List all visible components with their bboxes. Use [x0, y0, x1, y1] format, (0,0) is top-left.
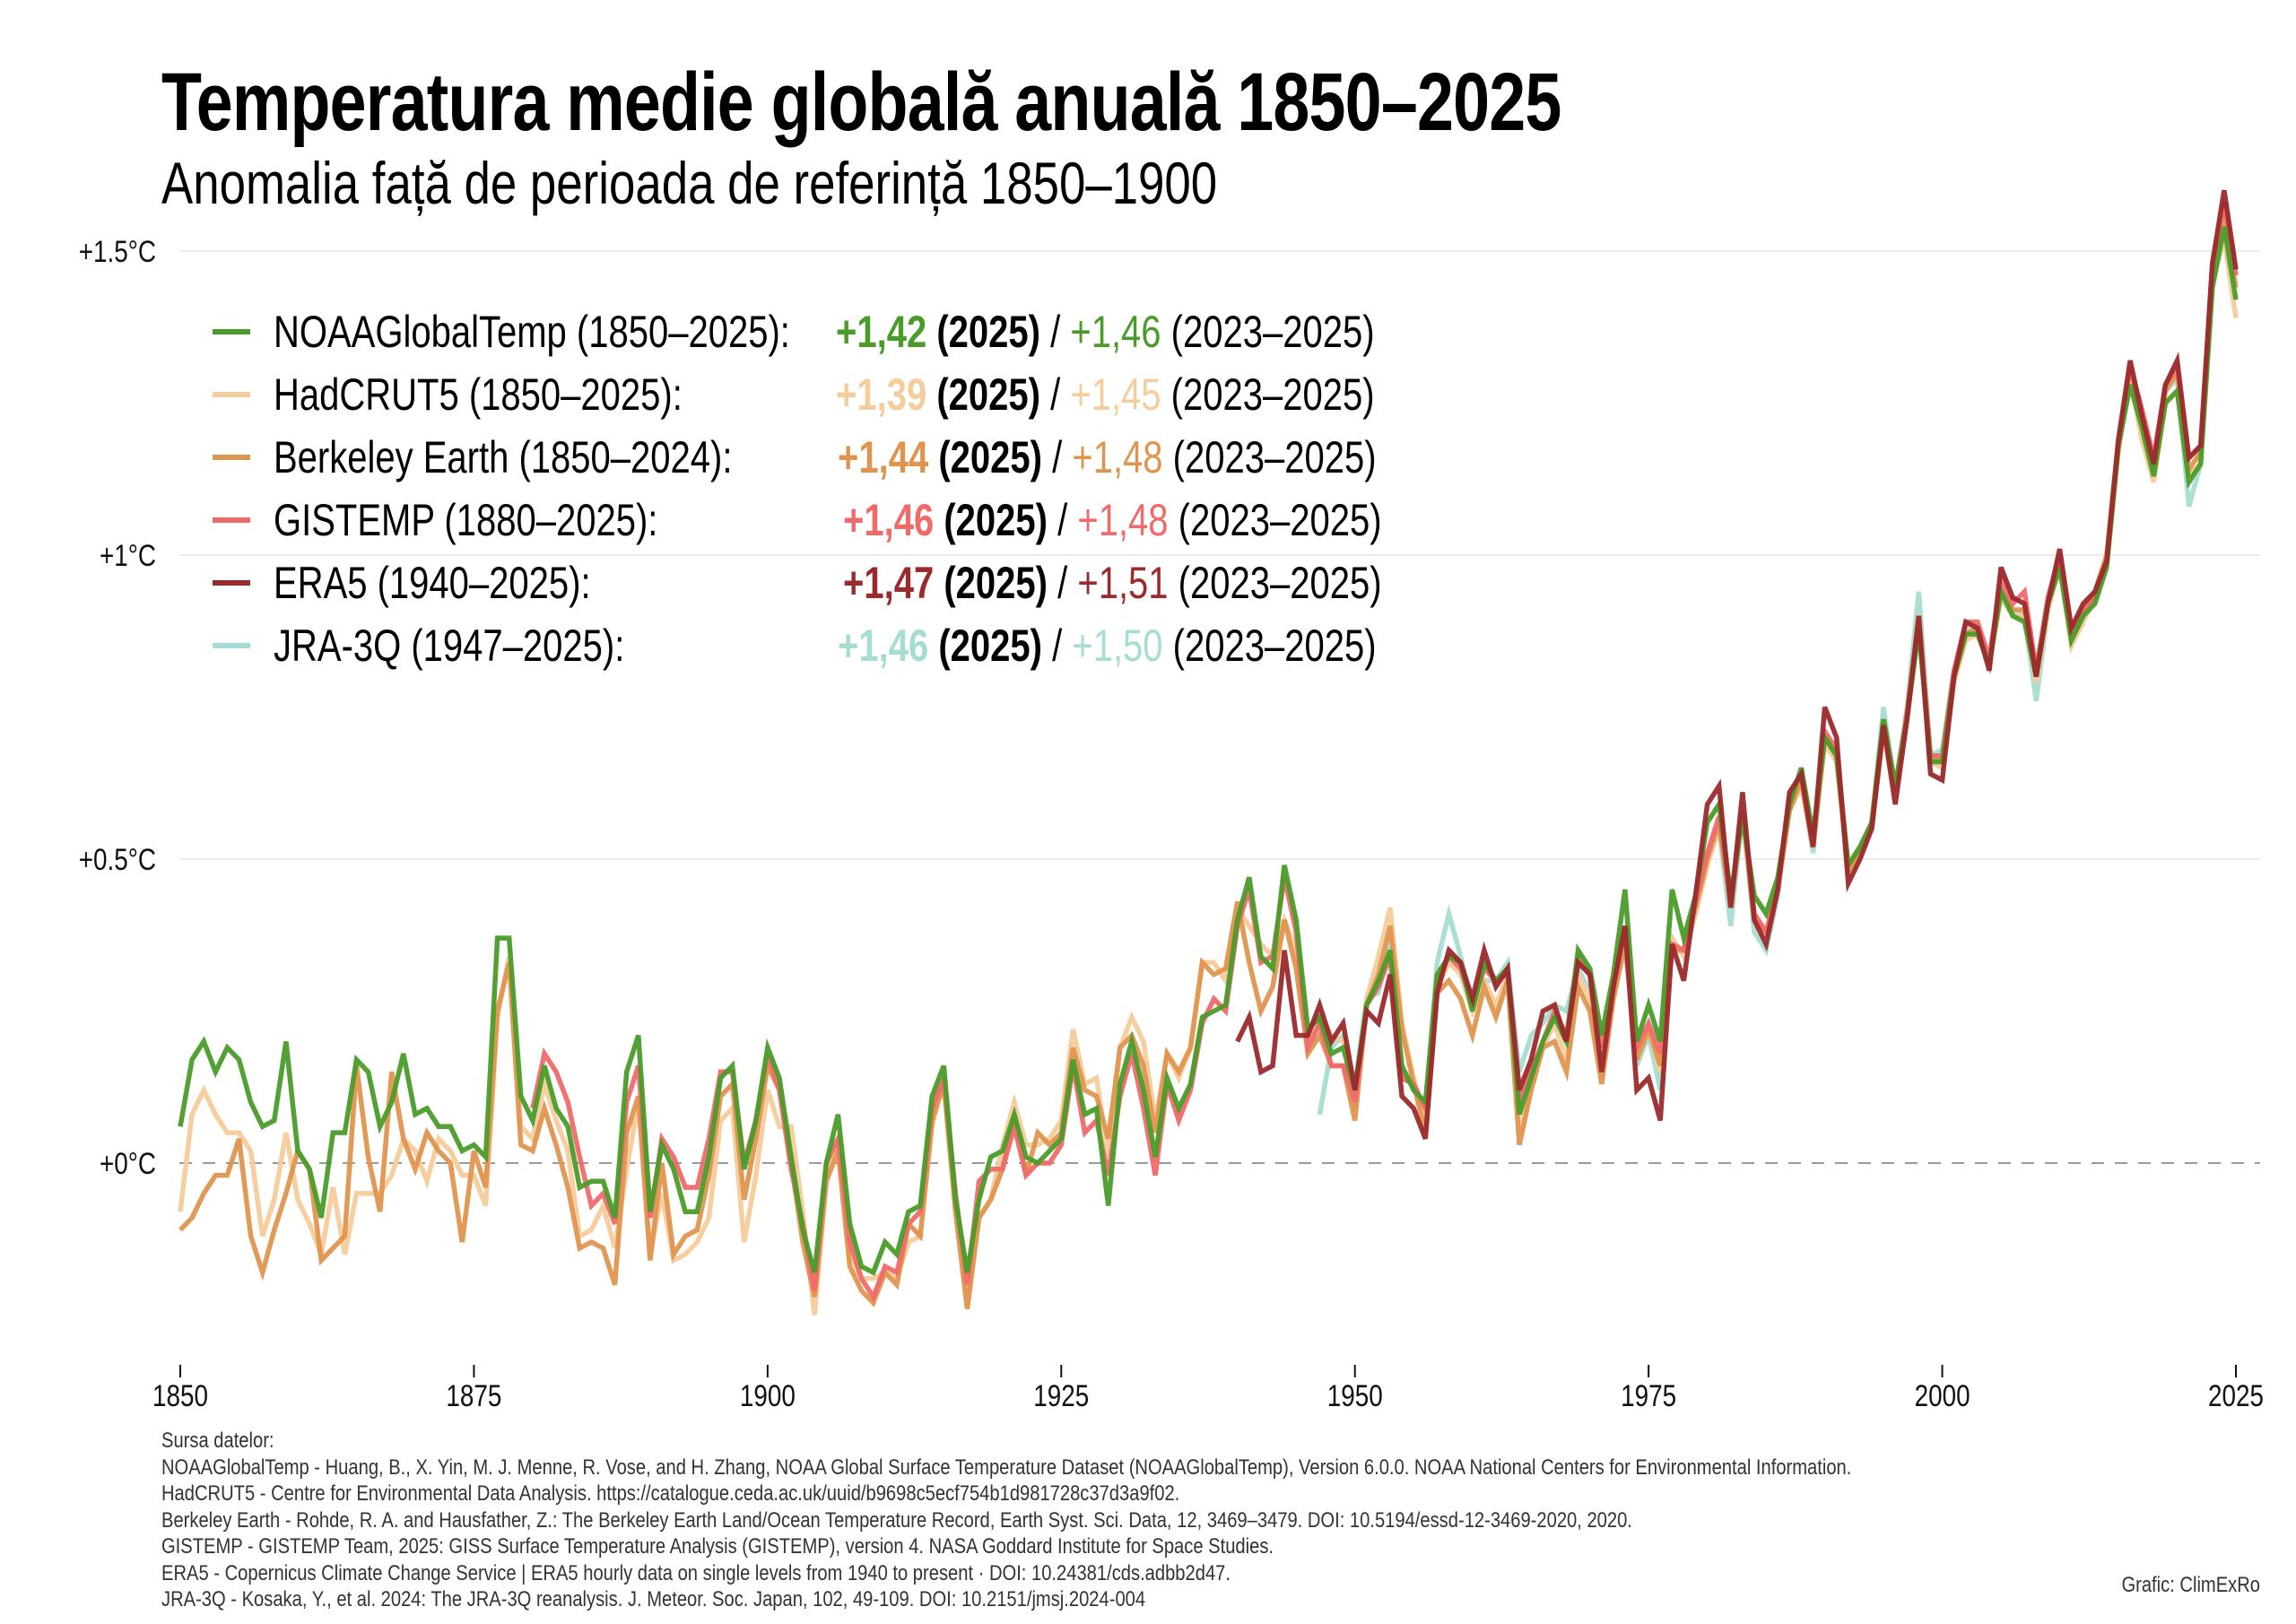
value-2023-2025: +1,45 — [1070, 369, 1161, 420]
chart-title: Temperatura medie globală anuală 1850–20… — [161, 56, 1561, 148]
source-line-jra: JRA-3Q - Kosaka, Y., et al. 2024: The JR… — [161, 1587, 1146, 1611]
value-2023-2025: +1,50 — [1072, 621, 1163, 671]
value-2025: +1,46 — [838, 621, 929, 671]
label-2023-2025: (2023–2025) — [1170, 307, 1375, 357]
legend-values: +1,42 (2025) / +1,46 (2023–2025) — [836, 309, 1375, 354]
label-2025: (2025) — [944, 558, 1048, 608]
label-2023-2025: (2023–2025) — [1178, 495, 1382, 545]
value-2023-2025: +1,48 — [1072, 432, 1163, 482]
legend-label: Berkeley Earth (1850–2024): — [274, 432, 733, 482]
x-tick-label: 2025 — [2208, 1378, 2264, 1412]
legend-values: +1,44 (2025) / +1,48 (2023–2025) — [838, 435, 1377, 480]
x-tick-label: 1850 — [152, 1378, 208, 1412]
label-2025: (2025) — [936, 369, 1040, 420]
legend-values: +1,46 (2025) / +1,50 (2023–2025) — [838, 623, 1377, 668]
legend-swatch — [213, 455, 250, 460]
y-axis: +0°C +0.5°C +1°C +1.5°C — [79, 234, 156, 1180]
legend-swatch — [213, 643, 250, 648]
series-line-jra-3q — [1317, 207, 2239, 1118]
x-tick-label: 1975 — [1621, 1378, 1676, 1412]
label-2023-2025: (2023–2025) — [1170, 369, 1375, 420]
value-2025: +1,46 — [843, 495, 935, 545]
legend-label: HadCRUT5 (1850–2025): — [274, 369, 683, 420]
sources-heading: Sursa datelor: — [161, 1429, 274, 1453]
x-tick-label: 1925 — [1033, 1378, 1089, 1412]
series-lines — [178, 189, 2239, 1316]
value-2023-2025: +1,51 — [1077, 558, 1169, 608]
y-tick-label: +1°C — [100, 538, 156, 572]
legend-label: ERA5 (1940–2025): — [274, 558, 591, 608]
label-2023-2025: (2023–2025) — [1172, 432, 1377, 482]
source-line-berkeley: Berkeley Earth - Rohde, R. A. and Hausfa… — [161, 1507, 1632, 1533]
legend-values: +1,46 (2025) / +1,48 (2023–2025) — [843, 498, 1382, 543]
value-2023-2025: +1,48 — [1077, 495, 1169, 545]
y-tick-label: +0.5°C — [79, 842, 156, 876]
y-tick-label: +1.5°C — [79, 234, 156, 268]
legend-values: +1,47 (2025) / +1,51 (2023–2025) — [843, 560, 1382, 605]
x-tick-label: 1950 — [1327, 1378, 1383, 1412]
data-sources: Sursa datelor: NOAAGlobalTemp - Huang, B… — [161, 1428, 1851, 1613]
label-2023-2025: (2023–2025) — [1172, 621, 1377, 671]
label-2023-2025: (2023–2025) — [1178, 558, 1382, 608]
legend-swatch — [213, 580, 250, 586]
source-line-hadcrut: HadCRUT5 - Centre for Environmental Data… — [161, 1481, 1180, 1506]
source-line-era5: ERA5 - Copernicus Climate Change Service… — [161, 1560, 1231, 1585]
separator: / — [1057, 558, 1068, 608]
chart-subtitle: Anomalia față de perioada de referință 1… — [161, 150, 1218, 216]
legend-label: NOAAGlobalTemp (1850–2025): — [274, 307, 790, 357]
separator: / — [1050, 307, 1061, 357]
x-tick-label: 1900 — [740, 1378, 796, 1412]
source-line-noaa: NOAAGlobalTemp - Huang, B., X. Yin, M. J… — [161, 1455, 1852, 1480]
value-2023-2025: +1,46 — [1070, 307, 1161, 357]
label-2025: (2025) — [936, 307, 1040, 357]
x-axis: 1850 1875 1900 1925 1950 1975 2000 2025 — [152, 1365, 2264, 1413]
legend-swatch — [213, 329, 250, 334]
value-2025: +1,39 — [836, 369, 927, 420]
legend-label: JRA-3Q (1947–2025): — [274, 621, 625, 671]
label-2025: (2025) — [938, 621, 1042, 671]
separator: / — [1057, 495, 1068, 545]
legend-swatch — [213, 392, 250, 397]
value-2025: +1,42 — [836, 307, 927, 357]
source-line-gistemp: GISTEMP - GISTEMP Team, 2025: GISS Surfa… — [161, 1534, 1274, 1559]
legend-label: GISTEMP (1880–2025): — [274, 495, 658, 545]
chart-credit: Grafic: ClimExRo — [2121, 1573, 2260, 1597]
label-2025: (2025) — [938, 432, 1042, 482]
x-tick-label: 2000 — [1915, 1378, 1970, 1412]
separator: / — [1050, 369, 1061, 420]
legend-swatch — [213, 517, 250, 523]
x-tick-label: 1875 — [446, 1378, 501, 1412]
separator: / — [1052, 621, 1063, 671]
value-2025: +1,47 — [843, 558, 935, 608]
value-2025: +1,44 — [838, 432, 929, 482]
legend-values: +1,39 (2025) / +1,45 (2023–2025) — [836, 372, 1375, 417]
gridlines — [179, 250, 2260, 1164]
series-line-era5 — [1235, 189, 2239, 1140]
label-2025: (2025) — [944, 495, 1048, 545]
separator: / — [1052, 432, 1063, 482]
y-tick-label: +0°C — [100, 1146, 156, 1180]
